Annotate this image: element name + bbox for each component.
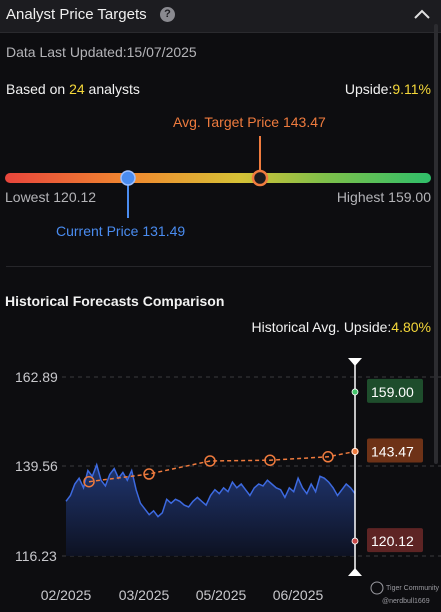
analyst-count: 24 [69, 81, 85, 97]
upside-value: 9.11% [392, 81, 431, 97]
historical-upside-line: Historical Avg. Upside:4.80% [251, 319, 431, 335]
avg-target-point [143, 468, 155, 480]
cursor-value-dot [351, 448, 359, 455]
cursor-bottom-handle[interactable] [348, 568, 362, 576]
avg-target-point [204, 455, 216, 467]
value-tag-label: 159.00 [371, 384, 414, 400]
upside-line: Upside:9.11% [345, 81, 431, 97]
historical-upside-label: Historical Avg. Upside: [251, 319, 392, 335]
divider [6, 266, 431, 267]
y-tick-label: 162.89 [15, 369, 58, 385]
y-tick-label: 116.23 [15, 548, 57, 564]
x-tick-label: 02/2025 [41, 587, 92, 603]
upside-label: Upside: [344, 81, 393, 97]
x-tick-label: 03/2025 [119, 587, 170, 603]
updated-date: 15/07/2025 [126, 44, 197, 60]
highest-price-label: Highest 159.00 [336, 189, 431, 205]
watermark-logo [370, 581, 384, 595]
historical-title: Historical Forecasts Comparison [5, 293, 225, 309]
avg-target-point [264, 454, 276, 466]
price-area [66, 464, 355, 556]
value-tag-label: 143.47 [371, 444, 414, 460]
cursor-top-handle[interactable] [348, 358, 362, 366]
value-tag-label: 120.12 [371, 533, 414, 549]
current-price-label: Current Price 131.49 [56, 223, 186, 239]
chevron-up-icon[interactable] [412, 6, 432, 24]
value-tag-box [367, 438, 423, 463]
value-tag-box [367, 378, 423, 403]
cursor-value-dot [351, 537, 359, 545]
section-header[interactable]: Analyst Price Targets ? [0, 0, 441, 33]
y-tick-label: 139.56 [15, 458, 58, 474]
watermark-user: @nerdbull1669 [382, 598, 430, 605]
based-prefix: Based on [6, 81, 66, 97]
value-tag-box [367, 528, 423, 553]
watermark-brand: Tiger Community [386, 585, 440, 592]
data-updated-line: Data Last Updated:15/07/2025 [6, 44, 197, 60]
lowest-price-label: Lowest 120.12 [5, 189, 97, 205]
section-title: Analyst Price Targets [6, 6, 147, 23]
historical-upside-value: 4.80% [391, 319, 431, 335]
avg-target-point [322, 451, 334, 463]
based-suffix: analysts [88, 81, 140, 97]
scrollbar[interactable] [434, 24, 438, 464]
analyst-count-line: Based on 24 analysts [6, 81, 140, 97]
x-tick-label: 05/2025 [196, 587, 247, 603]
cursor-value-dot [351, 388, 359, 396]
updated-label: Data Last Updated: [6, 44, 127, 60]
help-icon[interactable]: ? [160, 7, 175, 22]
avg-target-point [83, 475, 95, 488]
x-tick-label: 06/2025 [273, 587, 324, 603]
price-line [65, 462, 356, 518]
avg-target-label: Avg. Target Price 143.47 [173, 114, 326, 130]
